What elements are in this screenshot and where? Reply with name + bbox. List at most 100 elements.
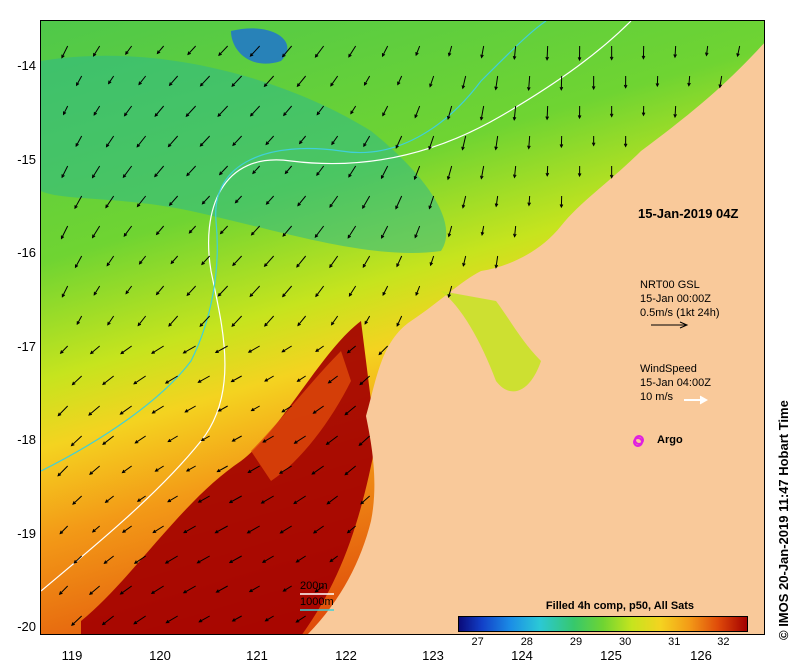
current-vector-head [364, 320, 368, 325]
current-vector-head [133, 560, 138, 564]
current-vector [330, 75, 339, 87]
current-vector [92, 525, 100, 533]
current-vector [167, 495, 178, 503]
current-vector-head [298, 140, 303, 145]
current-vector [134, 555, 146, 564]
current-vector [57, 405, 69, 416]
current-vector-head [63, 111, 67, 116]
current-vector [284, 165, 293, 174]
current-vector-head [217, 292, 222, 297]
current-vector [157, 45, 165, 54]
current-vector [218, 45, 229, 56]
current-vector [358, 435, 371, 446]
current-vector [396, 315, 403, 327]
current-vector [447, 165, 453, 180]
current-vector-head [281, 348, 286, 353]
current-vector [104, 555, 114, 564]
current-vector-head [281, 53, 286, 58]
lat-tick: -14 [17, 58, 36, 73]
current-vector [120, 345, 132, 354]
current-vector-head [121, 469, 126, 474]
cool-water-region [41, 55, 447, 253]
current-vector-head [122, 174, 127, 179]
current-vector-head [92, 52, 97, 57]
current-vector [133, 615, 146, 625]
current-vector-head [316, 111, 321, 116]
current-vector-head [185, 468, 190, 472]
current-vector-head [527, 145, 531, 150]
map-date-title: 15-Jan-2019 04Z [638, 206, 739, 221]
current-vector [93, 45, 101, 57]
current-vector-head [103, 560, 108, 564]
current-vector [185, 405, 196, 413]
current-vector-head [673, 114, 677, 119]
current-vector [165, 375, 178, 384]
current-vector [102, 435, 114, 445]
current-vector [198, 495, 210, 503]
current-vector [265, 135, 275, 145]
current-vector [120, 405, 132, 415]
current-vector-head [641, 55, 646, 60]
current-vector-head [164, 560, 169, 564]
current-vector-head [360, 500, 365, 505]
lon-tick: 124 [511, 648, 533, 663]
current-vector-head [156, 50, 161, 55]
current-vector-head [136, 498, 141, 502]
current-vector [72, 375, 83, 386]
current-vector-head [282, 233, 287, 237]
current-vector-head [73, 559, 78, 564]
current-vector [200, 135, 211, 147]
current-vector [201, 435, 210, 441]
current-vector-head [295, 619, 300, 623]
current-vector [125, 285, 133, 294]
current-vector [348, 285, 357, 297]
current-vector [235, 195, 243, 203]
current-vector [215, 345, 228, 353]
current-vector-head [105, 204, 109, 209]
current-vector-head [231, 83, 236, 87]
current-vector [93, 285, 101, 296]
current-vector-head [447, 52, 452, 57]
current-vector-head [182, 350, 187, 354]
current-vector [183, 345, 196, 354]
isobath-1000m [41, 21, 547, 472]
current-scale-arrow [651, 321, 689, 329]
current-vector [156, 285, 165, 295]
current-vector [328, 375, 338, 384]
current-vector [462, 255, 467, 266]
current-vector [217, 465, 228, 473]
current-vector-head [196, 560, 201, 564]
current-vector [363, 135, 371, 147]
current-vector [296, 255, 307, 268]
current-vector-head [70, 442, 75, 447]
current-vector-head [480, 175, 484, 180]
current-vector [364, 315, 371, 325]
sst-map [40, 20, 765, 635]
current-vector-head [248, 588, 253, 593]
colorbar-tick: 32 [717, 636, 730, 648]
current-vector [135, 435, 146, 444]
current-vector-head [396, 263, 400, 268]
current-vector [186, 465, 196, 472]
current-vector-head [428, 146, 432, 151]
current-vector [216, 585, 228, 593]
current-vector-head [428, 205, 432, 210]
current-vector [316, 165, 325, 176]
current-vector [331, 135, 339, 145]
current-vector-head [61, 174, 65, 179]
current-vector [183, 585, 196, 594]
current-vector [251, 405, 260, 412]
current-vector [481, 225, 485, 235]
current-vector [120, 585, 132, 595]
current-vector-head [199, 323, 204, 327]
current-vector-head [232, 262, 236, 267]
current-vector-head [461, 85, 466, 90]
current-vector-head [215, 589, 220, 593]
current-vector-head [88, 412, 93, 416]
colorbar-tick: 27 [471, 636, 484, 648]
current-vector-head [230, 378, 235, 383]
current-vector-head [183, 529, 188, 534]
current-vector-head [170, 260, 175, 265]
current-vector-head [461, 146, 465, 151]
current-vector-head [314, 53, 319, 58]
